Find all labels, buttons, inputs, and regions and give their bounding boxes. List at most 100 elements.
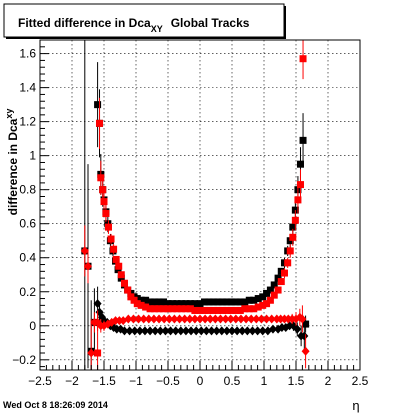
x-tick-label: −2.5	[28, 374, 52, 388]
data-point-square	[137, 301, 145, 309]
x-tick-label: 0	[197, 374, 204, 388]
data-point-square	[107, 235, 115, 243]
data-point-diamond	[166, 326, 175, 336]
data-point-diamond	[228, 326, 236, 336]
data-point-diamond	[190, 314, 199, 324]
data-point-diamond	[226, 314, 235, 324]
data-point-diamond	[212, 326, 221, 336]
data-point-square	[289, 233, 297, 241]
data-point-square	[299, 55, 307, 63]
data-point-square	[155, 305, 163, 313]
x-tick-label: 2.5	[352, 374, 369, 388]
data-point-square	[209, 298, 217, 306]
data-point-square	[266, 286, 274, 294]
data-point-square	[186, 305, 194, 313]
x-tick-label: −2	[65, 374, 79, 388]
data-point-diamond	[197, 326, 206, 336]
data-point-diamond	[207, 326, 216, 336]
data-point-diamond	[175, 314, 184, 324]
data-point-diamond	[248, 326, 257, 336]
data-point-diamond	[87, 348, 96, 358]
data-point-square	[209, 306, 217, 314]
data-point-square	[223, 298, 231, 306]
data-point-square	[241, 298, 249, 306]
data-point-square	[151, 305, 159, 313]
data-point-square	[227, 306, 235, 314]
data-point-diamond	[120, 326, 129, 336]
data-point-square	[232, 306, 240, 314]
data-point-diamond	[300, 331, 309, 341]
y-axis-label-main: difference in Dca	[6, 118, 20, 215]
data-point-square	[274, 286, 282, 294]
data-point-square	[277, 278, 285, 286]
data-point-diamond	[144, 314, 153, 324]
data-point-square	[117, 271, 125, 279]
data-point-diamond	[185, 314, 194, 324]
data-point-diamond	[298, 314, 307, 324]
data-point-diamond	[171, 326, 180, 336]
data-point-square	[142, 303, 150, 311]
data-point-square	[155, 298, 163, 306]
data-point-diamond	[202, 326, 211, 336]
data-point-square	[191, 300, 199, 308]
data-point-diamond	[170, 314, 179, 324]
data-point-diamond	[125, 326, 134, 336]
data-point-diamond	[257, 314, 266, 324]
data-point-square	[196, 306, 204, 314]
series-black-diamonds	[93, 286, 309, 353]
data-point-square	[250, 305, 258, 313]
data-point-diamond	[192, 326, 201, 336]
x-tick-label: −0.5	[156, 374, 180, 388]
data-point-square	[263, 289, 271, 297]
x-tick-label: −1.5	[92, 374, 116, 388]
data-point-diamond	[135, 326, 144, 336]
data-point-square	[99, 186, 107, 194]
data-point-square	[286, 247, 294, 255]
data-point-square	[146, 305, 154, 313]
data-point-square	[270, 291, 278, 299]
data-point-diamond	[262, 314, 271, 324]
data-point-diamond	[187, 326, 196, 336]
data-point-square	[263, 300, 271, 308]
data-point-square	[146, 298, 154, 306]
y-tick-label: 0.8	[19, 183, 36, 197]
data-point-diamond	[242, 314, 251, 324]
data-point-square	[168, 300, 176, 308]
y-tick-label: −0.2	[12, 353, 36, 367]
data-series	[80, 40, 310, 370]
data-point-diamond	[252, 314, 261, 324]
y-tick-label: 0.6	[19, 217, 36, 231]
chart-title-main: Fitted difference in Dca	[18, 16, 151, 30]
data-point-square	[259, 301, 267, 309]
data-point-square	[102, 210, 110, 218]
data-point-diamond	[196, 314, 204, 324]
data-point-diamond	[211, 314, 220, 324]
data-point-diamond	[146, 326, 155, 336]
data-point-square	[137, 296, 145, 304]
data-point-square	[205, 298, 213, 306]
data-point-square	[112, 255, 120, 263]
data-point-square	[214, 306, 222, 314]
data-point-diamond	[129, 314, 138, 324]
axis-ticks	[39, 46, 361, 370]
data-point-diamond	[231, 314, 240, 324]
data-point-square	[236, 298, 244, 306]
x-tick-label: 0.5	[224, 374, 241, 388]
data-point-diamond	[165, 314, 174, 324]
footer-timestamp: Wed Oct 8 18:26:09 2014	[3, 400, 108, 410]
data-point-diamond	[267, 314, 276, 324]
x-axis-label: η	[352, 398, 359, 413]
data-point-square	[97, 174, 105, 182]
data-point-diamond	[236, 314, 245, 324]
data-point-square	[151, 298, 159, 306]
y-tick-labels: −0.2 0 0.2 0.4 0.6 0.8 1 1.2 1.4 1.6	[12, 47, 36, 367]
data-point-square	[110, 245, 118, 253]
data-point-square	[241, 305, 249, 313]
data-point-square	[200, 298, 208, 306]
data-point-square	[205, 306, 213, 314]
data-point-square	[177, 305, 185, 313]
data-point-diamond	[180, 314, 189, 324]
data-point-diamond	[201, 314, 210, 324]
data-point-square	[218, 306, 226, 314]
